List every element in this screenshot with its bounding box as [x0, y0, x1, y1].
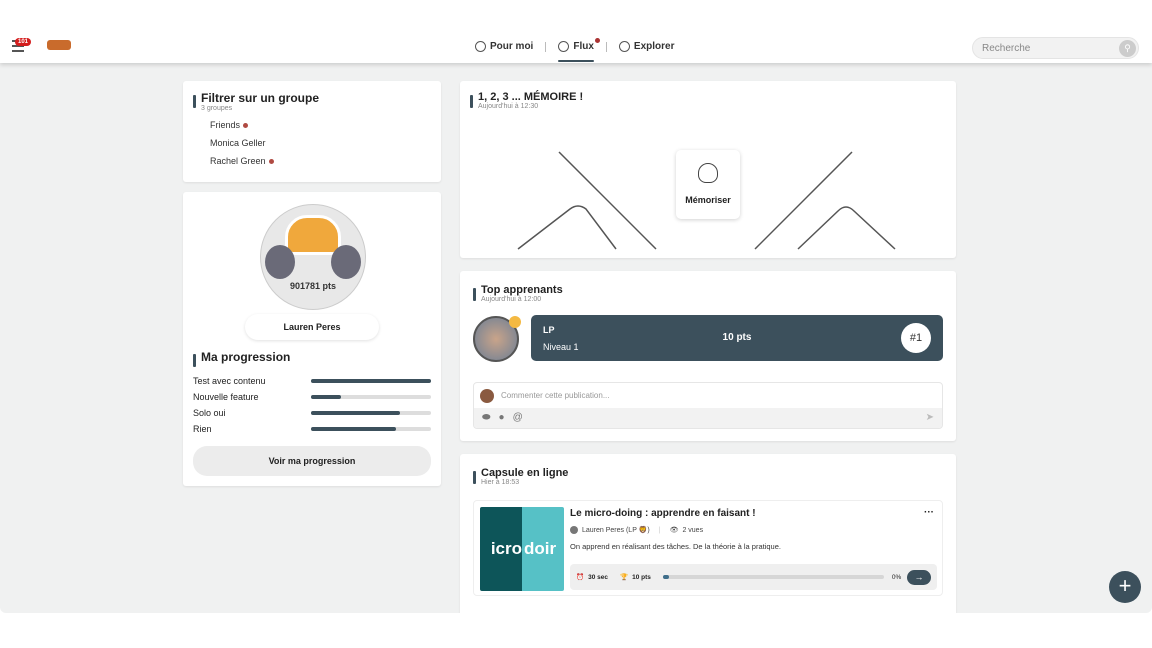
progress-bar [311, 427, 431, 431]
mention-icon[interactable]: @ [512, 412, 523, 423]
timestamp: Hier à 18:53 [481, 479, 520, 486]
learner-level: Niveau 1 [543, 342, 579, 352]
group-rachel-green[interactable]: Rachel Green [210, 156, 431, 166]
send-icon[interactable]: ➤ [925, 412, 934, 423]
learner-row[interactable]: LP Niveau 1 10 pts #1 [531, 315, 943, 361]
divider [605, 41, 607, 52]
progress-list: Test avec contenu Nouvelle feature Solo ou… [193, 376, 431, 440]
brain-icon [698, 163, 718, 183]
card-title: Capsule en ligne [481, 467, 569, 479]
progress-row: Solo oui [193, 408, 431, 418]
brand-logo[interactable] [47, 40, 71, 50]
attachment-icon[interactable]: ⬬ [482, 412, 491, 423]
comment-input[interactable]: Commenter cette publication... [474, 383, 942, 408]
progress-label: Nouvelle feature [193, 392, 259, 402]
capsule-card: Capsule en ligne Hier à 18:53 icro doir L… [460, 454, 956, 613]
tab-label: Flux [573, 41, 594, 52]
progress-label: Test avec contenu [193, 376, 266, 386]
memoire-card: 1, 2, 3 ... MÉMOIRE ! Aujourd'hui à 12:30… [460, 81, 956, 258]
notification-dot [594, 38, 600, 43]
search-icon[interactable]: ⚲ [1119, 40, 1136, 57]
capsule-title[interactable]: Le micro-doing : apprendre en faisant ! [570, 508, 756, 519]
eye-icon: 👁 [669, 527, 679, 534]
top-header: 101 Pour moi Flux Explorer Recherche ⚲ [0, 32, 1152, 63]
progress-row: Rien [193, 424, 431, 434]
timestamp: Aujourd'hui à 12:30 [478, 103, 539, 110]
progress-bar [311, 411, 431, 415]
profile-card: 901781 pts Lauren Peres Ma progression T… [183, 192, 441, 486]
menu-icon[interactable]: 101 [12, 38, 32, 52]
group-count: 3 groupes [201, 105, 233, 112]
memorize-button[interactable]: Mémoriser [676, 150, 740, 219]
more-options-icon[interactable]: ··· [924, 507, 934, 518]
user-circle-icon [475, 41, 486, 52]
card-title: 1, 2, 3 ... MÉMOIRE ! [478, 91, 584, 103]
tab-flux[interactable]: Flux [558, 38, 600, 62]
profile-name[interactable]: Lauren Peres [245, 314, 379, 340]
main-nav: Pour moi Flux Explorer [475, 38, 675, 62]
group-monica-geller[interactable]: Monica Geller [210, 138, 266, 148]
progress-percent: 0% [891, 573, 902, 581]
clock-icon: ⏰ [576, 574, 585, 581]
divider [545, 41, 547, 52]
badge-icon [509, 316, 521, 328]
notification-dot [243, 123, 249, 128]
progress-bar [311, 379, 431, 383]
compass-icon [618, 41, 630, 52]
tab-explorer[interactable]: Explorer [618, 41, 675, 52]
comment-toolbar: ⬬ ● @ ➤ [474, 408, 942, 428]
points: 901781 pts [289, 281, 337, 291]
trophy-icon: 🏆 [619, 574, 629, 581]
capsule-thumbnail[interactable]: icro doir [480, 507, 564, 591]
app: 101 Pour moi Flux Explorer Recherche ⚲ Fi… [0, 32, 1152, 613]
capsule-footer: ⏰ 30 sec 🏆 10 pts 0% → [570, 564, 937, 590]
search-input[interactable]: Recherche ⚲ [972, 37, 1139, 59]
card-title: Top apprenants [481, 284, 563, 296]
progress-bar [311, 395, 431, 399]
rank-badge: #1 [901, 323, 931, 353]
progress-label: Rien [193, 424, 212, 434]
comment-box: Commenter cette publication... ⬬ ● @ ➤ [473, 382, 943, 429]
author-avatar [570, 526, 578, 534]
user-avatar [480, 388, 494, 403]
learner-points: 10 pts [722, 332, 752, 343]
memorize-label: Mémoriser [685, 195, 731, 205]
feed-icon [558, 41, 570, 52]
start-arrow-button[interactable]: → [907, 569, 931, 585]
capsule-description: On apprend en réalisant des tâches. De l… [570, 542, 781, 551]
search-placeholder: Recherche [982, 43, 1031, 54]
tab-pour-moi[interactable]: Pour moi [475, 41, 533, 52]
top-learners-card: Top apprenants Aujourd'hui à 12:00 LP Niv… [460, 271, 956, 441]
capsule-meta: Lauren Peres (LP 🦁) | 👁 2 vues [570, 526, 703, 534]
learner-name: LP [543, 325, 555, 335]
progress-label: Solo oui [193, 408, 226, 418]
capsule-item[interactable]: icro doir Le micro-doing : apprendre en … [473, 500, 943, 596]
progress-title: Ma progression [201, 350, 291, 364]
card-title: Filtrer sur un groupe 3 groupes [201, 91, 320, 112]
learner-avatar[interactable] [473, 316, 521, 362]
memoire-illustration [517, 151, 896, 250]
group-filter-card: Filtrer sur un groupe 3 groupes Friends M… [183, 81, 441, 182]
tab-label: Explorer [633, 41, 675, 52]
notification-dot [268, 159, 274, 164]
location-icon[interactable]: ● [498, 412, 505, 423]
progress-row: Test avec contenu [193, 376, 431, 386]
progress-row: Nouvelle feature [193, 392, 431, 402]
tab-label: Pour moi [490, 41, 534, 52]
timestamp: Aujourd'hui à 12:00 [481, 296, 542, 303]
view-progress-button[interactable]: Voir ma progression [193, 446, 431, 476]
avatar[interactable]: 901781 pts [260, 204, 366, 310]
group-friends[interactable]: Friends [210, 120, 431, 130]
add-button[interactable]: + [1109, 571, 1141, 603]
capsule-progress-bar [662, 575, 884, 579]
